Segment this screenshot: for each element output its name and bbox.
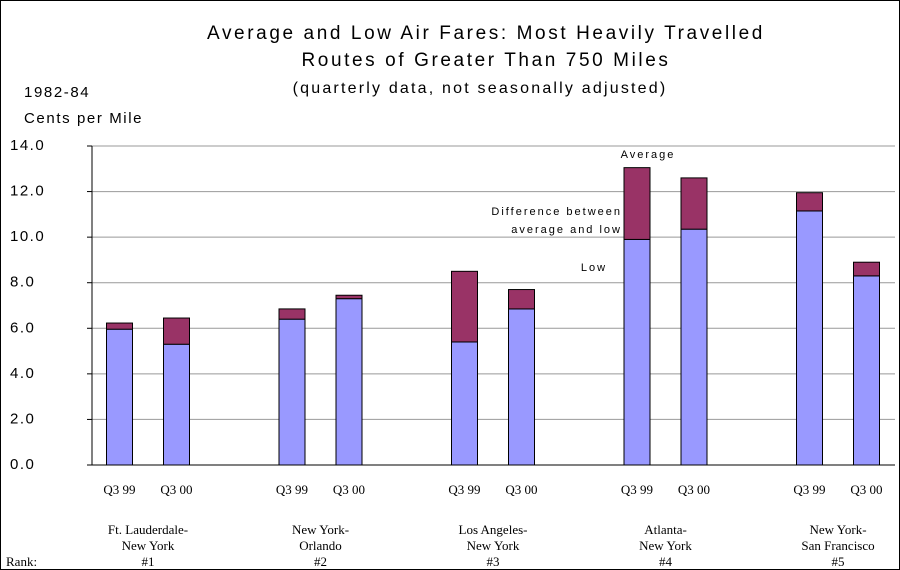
bar-segment [335, 298, 363, 466]
group-label: Ft. Lauderdale- [108, 522, 188, 537]
annotation: average and low [511, 224, 622, 236]
x-tick-label: Q3 99 [448, 482, 480, 497]
bar-segment [163, 343, 190, 466]
bar-segment [623, 238, 651, 466]
bar-segment [106, 328, 133, 466]
bar-segment [796, 210, 823, 466]
y-tick-label: 8.0 [10, 274, 35, 291]
annotation: Low [581, 262, 607, 274]
subtitle: (quarterly data, not seasonally adjusted… [293, 80, 668, 97]
bar-segment [623, 167, 651, 240]
group-label: Atlanta- [644, 522, 687, 537]
group-label: New York [467, 538, 520, 553]
bar-segment [853, 275, 880, 466]
y-axis-label: Cents per Mile [24, 110, 143, 127]
bar-segment [106, 322, 133, 330]
y-tick-label: 12.0 [10, 183, 45, 200]
bar-segment [451, 341, 478, 466]
group-label: New York [639, 538, 692, 553]
x-tick-label: Q3 00 [678, 482, 710, 497]
x-tick-label: Q3 00 [333, 482, 365, 497]
bar-segment [508, 289, 535, 310]
y-tick-label: 14.0 [10, 137, 45, 154]
bar-segment [508, 308, 535, 466]
group-label: New York- [809, 522, 866, 537]
x-tick-label: Q3 00 [850, 482, 882, 497]
rank: #3 [487, 554, 500, 569]
bar-segment [680, 177, 708, 230]
y-tick-label: 2.0 [10, 410, 35, 427]
annotation: Difference between [491, 206, 622, 218]
bar-segment [853, 261, 880, 277]
rank: #5 [832, 554, 845, 569]
x-tick-label: Q3 00 [160, 482, 192, 497]
rank: #2 [314, 554, 327, 569]
x-tick-label: Q3 00 [505, 482, 537, 497]
bar-segment [796, 192, 823, 212]
rank: #1 [142, 554, 155, 569]
group-label: New York- [292, 522, 349, 537]
base-label: 1982-84 [24, 84, 90, 101]
bar-segment [278, 318, 306, 466]
y-tick-label: 10.0 [10, 228, 45, 245]
bar-segment [278, 308, 306, 320]
group-label: San Francisco [801, 538, 874, 553]
rank-label: Rank: [6, 554, 37, 569]
y-tick-label: 0.0 [10, 456, 35, 473]
rank: #4 [659, 554, 673, 569]
x-tick-label: Q3 99 [103, 482, 135, 497]
x-tick-label: Q3 99 [621, 482, 653, 497]
bar-segment [163, 317, 190, 345]
annotation: Average [621, 149, 676, 161]
x-tick-label: Q3 99 [793, 482, 825, 497]
bar-segment [680, 228, 708, 466]
title-line-1: Average and Low Air Fares: Most Heavily … [207, 23, 765, 44]
group-label: Los Angeles- [459, 522, 528, 537]
y-tick-label: 6.0 [10, 319, 35, 336]
title-line-2: Routes of Greater Than 750 Miles [301, 50, 670, 71]
bar-segment [451, 270, 478, 343]
group-label: New York [122, 538, 175, 553]
x-tick-label: Q3 99 [276, 482, 308, 497]
y-tick-label: 4.0 [10, 365, 35, 382]
bar-segment [335, 294, 363, 300]
group-label: Orlando [299, 538, 342, 553]
